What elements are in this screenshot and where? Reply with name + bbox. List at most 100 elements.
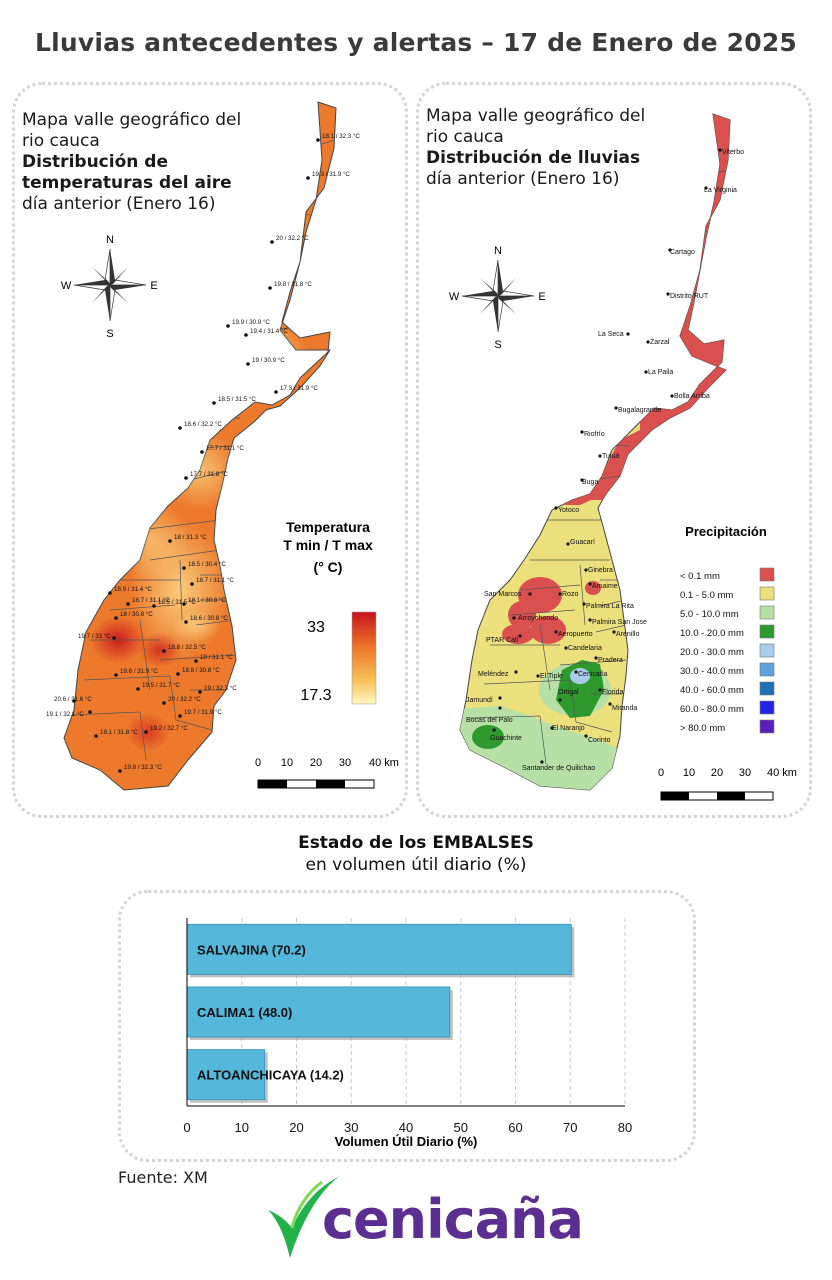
rain-station: Riofrío [580, 430, 605, 438]
rain-station-label: Cenicaña [578, 671, 608, 678]
station-dot [144, 730, 148, 734]
rain-station: Aeropuerto [554, 630, 593, 638]
rain-station-label: Guacarí [570, 539, 595, 546]
station-dot [668, 248, 672, 252]
reservoirs-title: Estado de los EMBALSES [298, 833, 534, 853]
bar [186, 1049, 266, 1101]
temperature-station: 20.6 / 31.6 °C [54, 696, 92, 703]
station-dot [646, 340, 650, 344]
rain-station-label: El Naranjo [552, 725, 585, 732]
rain-station: Palmira San Jose [588, 618, 647, 626]
rain-station: Santander de Quilichao [522, 760, 595, 772]
rain-station-label: Amaime [592, 583, 618, 590]
temperature-station-label: 19.9 / 30.9 °C [232, 319, 270, 326]
reservoirs-heading: Estado de los EMBALSES en volumen útil d… [0, 832, 832, 876]
station-dot [152, 604, 156, 608]
rain-legend-label: 5.0 - 10.0 mm [680, 609, 739, 620]
station-dot [112, 636, 116, 640]
temperature-station: 18.7 / 31.1 °C [190, 577, 234, 586]
rain-station: Yotoco [554, 506, 579, 514]
rain-legend-item: 10.0 - 20.0 mm [680, 624, 775, 639]
rain-station: Distrito RUT [666, 292, 709, 300]
bar-chart-bars: SALVAJINA (70.2) CALIMA1 (48.0) ALTOANCHIC… [186, 923, 575, 1103]
rain-station-label: Bocas del Palo [466, 717, 513, 724]
station-dot [114, 673, 118, 677]
station-dot [200, 450, 204, 454]
station-dot [550, 726, 554, 730]
bar-item: SALVAJINA (70.2) [186, 923, 575, 978]
station-dot [226, 324, 230, 328]
temperature-station-label: 18.7 / 31.1 °C [132, 597, 170, 604]
temperature-station-label: 19.8 / 32.3 °C [124, 764, 162, 771]
reservoirs-bar-chart: SALVAJINA (70.2) CALIMA1 (48.0) ALTOANCHIC… [183, 918, 632, 1149]
station-dot [88, 710, 92, 714]
rain-station: Florida [598, 688, 624, 696]
temp-legend-max: 33 [307, 619, 325, 636]
station-dot [612, 630, 616, 634]
station-dot [246, 362, 250, 366]
temperature-station-label: 19.6 / 31.9 °C [120, 668, 158, 675]
rain-station-label: La Seca [598, 331, 624, 338]
station-dot [608, 702, 612, 706]
temperature-station-label: 19.4 / 31.4 °C [250, 328, 288, 335]
rain-station: Rozo [558, 591, 578, 598]
station-dot [184, 476, 188, 480]
station-dot [558, 698, 562, 702]
rain-legend-label: 0.1 - 5.0 mm [680, 590, 733, 601]
rain-legend-item: 60.0 - 80.0 mm [680, 700, 775, 715]
temperature-station: 19.3 / 31.9 °C [306, 171, 350, 180]
temperature-station: 18.7 / 31.1 °C [126, 597, 170, 606]
station-dot [614, 406, 618, 410]
temperature-station: 18.8 / 32.5 °C [162, 644, 206, 653]
cenicana-logo: cenicaña [262, 1170, 584, 1266]
compass-s: S [494, 339, 501, 351]
temperature-station: 18 / 30.8 °C [114, 611, 153, 620]
station-dot [118, 769, 122, 773]
rain-legend-swatch [759, 643, 775, 658]
compass-e: E [150, 280, 157, 292]
temp-scale-40: 40 km [369, 757, 399, 769]
temp-legend-title3: (° C) [314, 559, 343, 575]
station-dot [626, 332, 630, 336]
rain-legend-item: 20.0 - 30.0 mm [680, 643, 775, 658]
rain-station: Miranda [608, 702, 637, 712]
rain-legend-swatch [759, 567, 775, 582]
rain-station-label: Zarzal [650, 339, 670, 346]
temperature-station-label: 18.6 / 32.2 °C [184, 421, 222, 428]
station-dot [584, 734, 588, 738]
temperature-station-label: 18.5 / 30.4 °C [188, 561, 226, 568]
temp-title-line5: día anterior (Enero 16) [22, 194, 216, 214]
bar-item: CALIMA1 (48.0) [186, 986, 453, 1041]
station-dot [190, 582, 194, 586]
rain-station: Bocas del Palo [466, 706, 513, 724]
x-tick-label: 0 [183, 1120, 190, 1135]
rain-station-label: Buga [582, 479, 598, 486]
temperature-station-label: 19.7 / 33 °C [78, 633, 111, 640]
rain-station-label: San Marcos [484, 591, 522, 598]
rain-station: Guacarí [566, 539, 595, 546]
rain-station-label: Ginebra [588, 567, 613, 574]
rain-station: Cartago [668, 248, 695, 256]
compass-rose-icon: N S E W [449, 245, 546, 351]
rain-station-label: Cartago [670, 249, 695, 256]
temperature-station-label: 19.7 / 31.9 °C [184, 709, 222, 716]
rain-title-line1: Mapa valle geográfico del [426, 106, 646, 126]
rain-station-label: Tuluá [602, 453, 619, 460]
temperature-stations: 18.1 / 32.3 °C 19.3 / 31.9 °C 20 / 32.2 °C… [46, 133, 360, 773]
rain-station: Buga [580, 478, 598, 486]
station-dot [162, 649, 166, 653]
rain-legend-label: 10.0 - 20.0 mm [680, 628, 744, 639]
temperature-station-label: 18.8 / 30.8 °C [182, 667, 220, 674]
station-dot [588, 582, 592, 586]
reservoirs-chart-panel [118, 890, 696, 1162]
temperature-station: 20 / 32.2 °C [270, 235, 309, 244]
rain-title-line2: rio cauca [426, 127, 504, 147]
rain-station: El Tiple [536, 673, 563, 680]
rain-station-label: PTAR Cali [486, 637, 519, 644]
rain-station-label: Palmira San Jose [592, 619, 647, 626]
temp-legend-title1: Temperatura [286, 519, 370, 535]
rain-title-line3: Distribución de lluvias [426, 148, 641, 168]
temperature-legend: Temperatura T min / T max (° C) 33 17.3 [283, 519, 377, 705]
temp-legend-min: 17.3 [300, 687, 331, 704]
rain-station: La Virginia [704, 186, 737, 194]
